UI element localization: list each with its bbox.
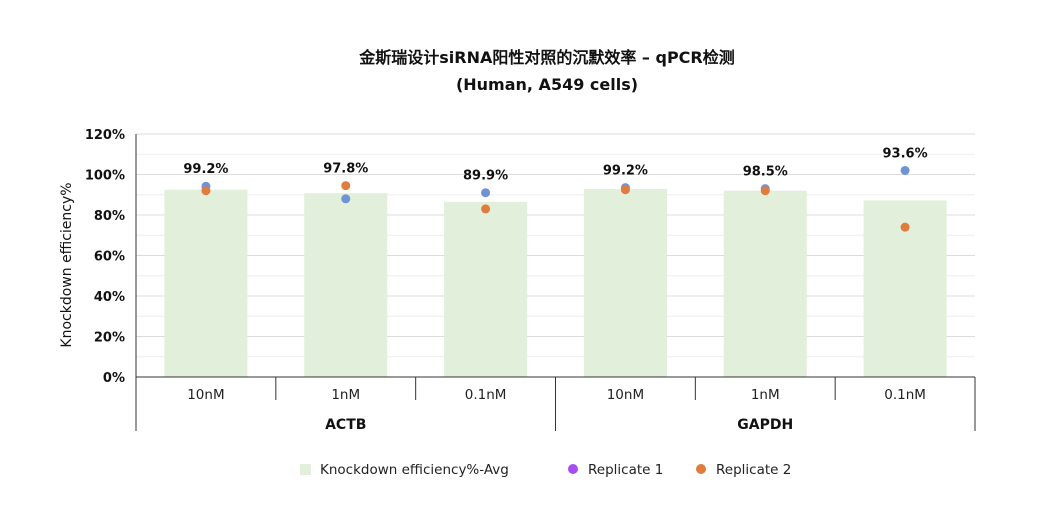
x-tick-label: 1nM xyxy=(751,387,780,403)
group-label: ACTB xyxy=(325,417,366,433)
y-tick-label: 60% xyxy=(94,250,125,265)
legend-label: Knockdown efficiency%-Avg xyxy=(320,462,509,478)
bar xyxy=(164,189,248,377)
replicate-point xyxy=(900,222,910,232)
replicate-point xyxy=(341,181,351,191)
replicate-points xyxy=(201,165,910,232)
replicate-point xyxy=(760,186,770,196)
legend-swatch xyxy=(300,464,311,475)
legend-marker xyxy=(568,464,578,474)
group-label: GAPDH xyxy=(737,417,793,433)
chart-title: 金斯瑞设计siRNA阳性对照的沉默效率 – qPCR检测 xyxy=(358,48,735,67)
x-tick-label: 0.1nM xyxy=(465,387,507,403)
y-tick-label: 20% xyxy=(94,331,125,346)
replicate-point xyxy=(201,186,211,196)
legend-marker xyxy=(696,464,706,474)
data-label: 99.2% xyxy=(603,164,648,179)
bar xyxy=(723,190,807,377)
gridlines xyxy=(136,133,975,358)
data-label: 89.9% xyxy=(463,169,508,184)
y-tick-label: 40% xyxy=(94,290,125,305)
bar xyxy=(583,189,667,377)
data-label: 99.2% xyxy=(183,162,228,177)
y-tick-label: 80% xyxy=(94,209,125,224)
y-tick-label: 100% xyxy=(85,169,125,184)
bars xyxy=(164,189,947,377)
bar xyxy=(444,201,528,377)
y-axis-label: Knockdown efficiency% xyxy=(59,182,75,347)
replicate-point xyxy=(341,194,351,204)
legend-label: Replicate 2 xyxy=(716,462,791,478)
x-tick-label: 10nM xyxy=(607,387,644,403)
replicate-point xyxy=(620,185,630,195)
bar xyxy=(304,193,388,377)
x-tick-label: 1nM xyxy=(331,387,360,403)
axes: 0% 20% 40% 60% 80% 100% 120% 10nM 1nM 0.1nM 10nM 1n… xyxy=(85,128,976,433)
replicate-point xyxy=(481,204,491,214)
y-tick-label: 0% xyxy=(103,371,125,386)
chart-subtitle: (Human, A549 cells) xyxy=(456,75,638,94)
legend: Knockdown efficiency%-Avg Replicate 1 Repl… xyxy=(300,462,791,478)
x-tick-label: 0.1nM xyxy=(884,387,926,403)
legend-label: Replicate 1 xyxy=(588,462,663,478)
data-label: 97.8% xyxy=(323,162,368,177)
replicate-point xyxy=(900,165,910,175)
y-tick-label: 120% xyxy=(85,128,125,143)
data-label: 93.6% xyxy=(883,146,928,161)
replicate-point xyxy=(481,188,491,198)
data-label: 98.5% xyxy=(743,165,788,180)
data-labels: 99.2% 97.8% 89.9% 99.2% 98.5% 93.6% xyxy=(183,146,927,183)
x-tick-label: 10nM xyxy=(187,387,224,403)
